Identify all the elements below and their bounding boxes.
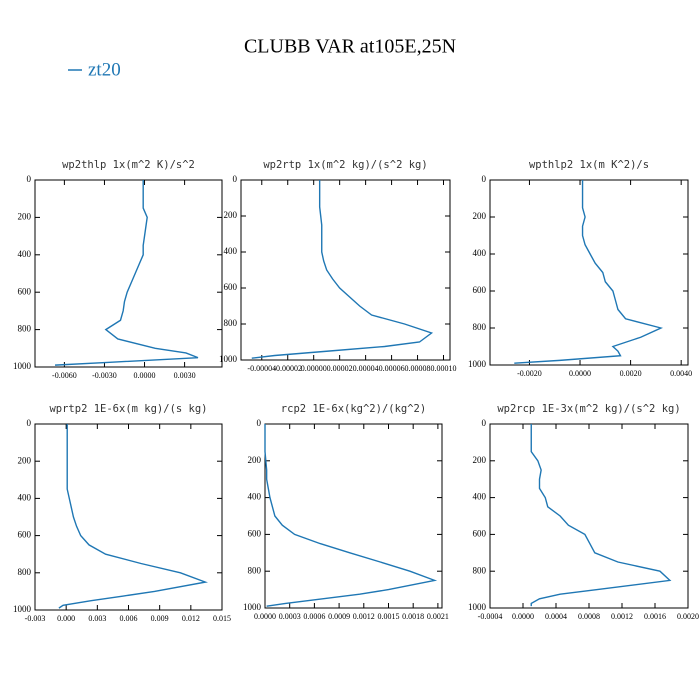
y-tick-label: 400 xyxy=(18,492,32,502)
y-tick-label: 600 xyxy=(18,530,32,540)
x-tick-label: -0.00002 xyxy=(273,364,302,373)
y-tick-label: 1000 xyxy=(468,602,487,612)
y-tick-label: 200 xyxy=(18,455,32,465)
y-tick-label: 800 xyxy=(473,322,487,332)
x-tick-label: 0.0020 xyxy=(677,612,699,621)
x-tick-label: 0.003 xyxy=(88,614,106,623)
x-tick-label: 0.00006 xyxy=(379,364,405,373)
legend-label: zt20 xyxy=(88,59,121,80)
x-tick-label: 0.006 xyxy=(120,614,138,623)
x-tick-label: 0.0021 xyxy=(427,612,449,621)
x-tick-label: 0.0000 xyxy=(134,371,156,380)
y-tick-label: 0 xyxy=(482,418,487,428)
y-tick-label: 600 xyxy=(18,286,32,296)
y-tick-label: 0 xyxy=(27,174,32,184)
x-tick-label: 0.0020 xyxy=(620,369,642,378)
y-tick-label: 800 xyxy=(18,567,32,577)
y-tick-label: 1000 xyxy=(13,604,32,614)
y-tick-label: 800 xyxy=(224,318,238,328)
panel-title: wp2thlp 1x(m^2 K)/s^2 xyxy=(62,159,195,171)
data-line xyxy=(55,180,199,366)
x-tick-label: 0.0015 xyxy=(377,612,399,621)
y-tick-label: 1000 xyxy=(219,354,238,364)
y-tick-label: 400 xyxy=(473,248,487,258)
y-tick-label: 800 xyxy=(248,565,262,575)
x-tick-label: -0.0020 xyxy=(517,369,542,378)
x-tick-label: 0.0016 xyxy=(644,612,666,621)
x-tick-label: 0.00010 xyxy=(431,364,457,373)
y-tick-label: 0 xyxy=(27,418,32,428)
x-tick-label: 0.0000 xyxy=(512,612,534,621)
data-line xyxy=(251,180,434,359)
x-tick-label: 0.0018 xyxy=(402,612,424,621)
y-tick-label: 200 xyxy=(473,455,487,465)
y-tick-label: 0 xyxy=(482,174,487,184)
y-tick-label: 800 xyxy=(18,324,32,334)
data-line xyxy=(514,180,664,364)
x-tick-label: 0.015 xyxy=(213,614,231,623)
y-tick-label: 600 xyxy=(473,528,487,538)
y-tick-label: 600 xyxy=(473,285,487,295)
plot-frame xyxy=(240,179,451,361)
y-tick-label: 200 xyxy=(18,211,32,221)
x-tick-label: 0.0003 xyxy=(279,612,301,621)
y-tick-label: 200 xyxy=(248,455,262,465)
panel-title: wpthlp2 1x(m K^2)/s xyxy=(529,159,649,171)
x-tick-label: 0.00004 xyxy=(353,364,379,373)
x-tick-label: 0.00000 xyxy=(301,364,327,373)
y-tick-label: 400 xyxy=(18,249,32,259)
x-tick-label: -0.0004 xyxy=(478,612,503,621)
y-tick-label: 200 xyxy=(473,211,487,221)
y-tick-label: 400 xyxy=(248,492,262,502)
x-tick-label: -0.0030 xyxy=(92,371,117,380)
y-tick-label: 1000 xyxy=(13,361,32,371)
x-tick-label: 0.0008 xyxy=(578,612,600,621)
plot-frame xyxy=(34,179,223,368)
y-tick-label: 600 xyxy=(224,282,238,292)
x-tick-label: 0.00008 xyxy=(405,364,431,373)
x-tick-label: 0.0004 xyxy=(545,612,567,621)
y-tick-label: 800 xyxy=(473,565,487,575)
x-tick-label: 0.0000 xyxy=(569,369,591,378)
x-tick-label: 0.000 xyxy=(57,614,75,623)
y-tick-label: 1000 xyxy=(468,359,487,369)
x-tick-label: 0.0006 xyxy=(303,612,325,621)
x-tick-label: 0.009 xyxy=(151,614,169,623)
plot-frame xyxy=(264,423,443,609)
data-line xyxy=(58,424,209,609)
y-tick-label: 0 xyxy=(233,174,238,184)
x-tick-label: 0.0000 xyxy=(254,612,276,621)
panel-title: wp2rtp 1x(m^2 kg)/(s^2 kg) xyxy=(263,159,427,171)
x-tick-label: 0.012 xyxy=(182,614,200,623)
y-tick-label: 0 xyxy=(257,418,262,428)
panel-title: wprtp2 1E-6x(m kg)/(s kg) xyxy=(49,403,207,415)
x-tick-label: 0.0030 xyxy=(174,371,196,380)
x-tick-label: -0.00004 xyxy=(247,364,276,373)
figure-title: CLUBB VAR at105E,25N xyxy=(244,36,456,58)
x-tick-label: -0.003 xyxy=(25,614,46,623)
x-tick-label: 0.0040 xyxy=(670,369,692,378)
x-tick-label: 0.0012 xyxy=(611,612,633,621)
y-tick-label: 400 xyxy=(473,492,487,502)
data-line xyxy=(264,424,438,607)
x-tick-label: -0.0060 xyxy=(52,371,77,380)
y-tick-label: 400 xyxy=(224,246,238,256)
x-tick-label: 0.0012 xyxy=(353,612,375,621)
y-tick-label: 600 xyxy=(248,528,262,538)
x-tick-label: 0.0009 xyxy=(328,612,350,621)
y-tick-label: 1000 xyxy=(243,602,262,612)
y-tick-label: 200 xyxy=(224,210,238,220)
x-tick-label: 0.00002 xyxy=(327,364,353,373)
panel-title: wp2rcp 1E-3x(m^2 kg)/(s^2 kg) xyxy=(497,403,680,415)
plot-frame xyxy=(489,179,689,366)
panel-title: rcp2 1E-6x(kg^2)/(kg^2) xyxy=(281,403,426,415)
data-line xyxy=(530,424,672,607)
